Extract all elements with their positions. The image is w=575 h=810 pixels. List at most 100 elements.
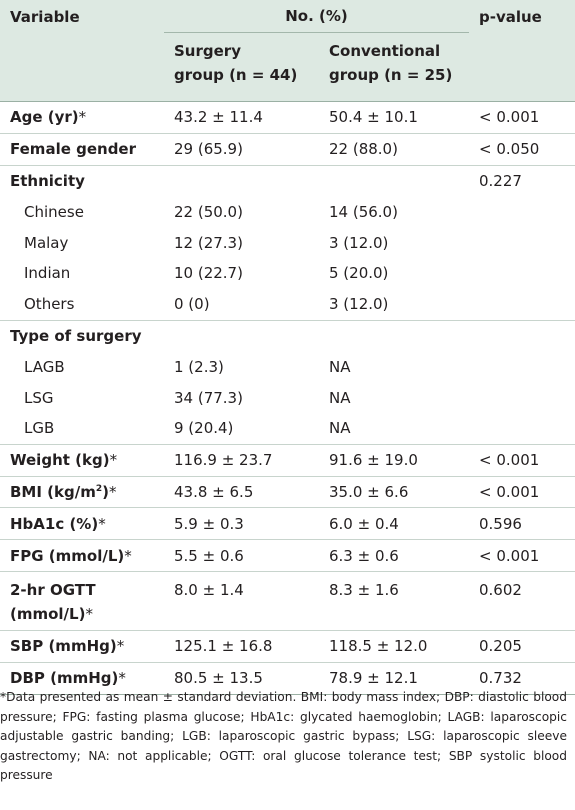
cell-pvalue: < 0.001 bbox=[469, 443, 575, 477]
cell-surgery: 43.8 ± 6.5 bbox=[164, 475, 319, 508]
cell-surgery: 10 (22.7) bbox=[174, 264, 243, 283]
header-conventional-line1: Conventional bbox=[329, 42, 441, 60]
cell-pvalue bbox=[469, 413, 575, 444]
cell-surgery: 43.2 ± 11.4 bbox=[164, 101, 319, 134]
cell-pvalue: < 0.050 bbox=[469, 132, 575, 166]
cell-surgery: 5.9 ± 0.3 bbox=[164, 507, 319, 540]
table-row: SBP (mmHg)* 125.1 ± 16.8 118.5 ± 12.0 0.… bbox=[0, 629, 575, 663]
table-subheader-row: Surgery group (n = 44) Conventional grou… bbox=[0, 32, 575, 102]
cell-conventional: 3 (12.0) bbox=[329, 233, 389, 252]
cell-pvalue bbox=[469, 227, 575, 258]
cell-surgery bbox=[164, 164, 319, 197]
cell-pvalue: < 0.001 bbox=[469, 539, 575, 572]
row-label: FPG (mmol/L)* bbox=[0, 539, 164, 572]
cell-conventional bbox=[319, 319, 469, 352]
table-footnote: *Data presented as mean ± standard devia… bbox=[0, 690, 567, 783]
header-variable: Variable bbox=[0, 0, 164, 102]
table-row: BMI (kg/m2)* 43.8 ± 6.5 35.0 ± 6.6 < 0.0… bbox=[0, 475, 575, 508]
cell-surgery: 5.5 ± 0.6 bbox=[164, 539, 319, 572]
header-surgery-line2: group (n = 44) bbox=[174, 66, 298, 84]
row-label: LSG bbox=[24, 388, 54, 407]
header-conventional-line2: group (n = 25) bbox=[329, 66, 453, 84]
cell-surgery: 116.9 ± 23.7 bbox=[164, 443, 319, 477]
row-label: Weight (kg)* bbox=[0, 443, 164, 477]
table-row: LSG 34 (77.3) NA bbox=[0, 382, 575, 413]
cell-surgery: 29 (65.9) bbox=[164, 132, 319, 166]
cell-conventional: 3 (12.0) bbox=[329, 295, 389, 314]
cell-conventional bbox=[319, 164, 469, 197]
header-surgery-group: Surgery group (n = 44) bbox=[164, 32, 319, 102]
cell-conventional: 6.3 ± 0.6 bbox=[319, 539, 469, 572]
cell-conventional: NA bbox=[329, 357, 351, 376]
cell-surgery: 1 (2.3) bbox=[174, 357, 224, 376]
table-row: Malay 12 (27.3) 3 (12.0) bbox=[0, 227, 575, 258]
cell-surgery: 9 (20.4) bbox=[174, 419, 234, 438]
row-label: Others bbox=[24, 295, 75, 314]
cell-pvalue bbox=[469, 319, 575, 352]
row-label: BMI (kg/m2)* bbox=[0, 475, 164, 508]
cell-pvalue bbox=[469, 382, 575, 413]
cell-surgery: 0 (0) bbox=[174, 295, 210, 314]
characteristics-table: Variable No. (%) p-value Surgery group (… bbox=[0, 0, 575, 695]
row-label: Chinese bbox=[24, 202, 84, 221]
row-label: 2-hr OGTT (mmol/L)* bbox=[0, 570, 164, 631]
cell-pvalue bbox=[469, 289, 575, 320]
cell-conventional: 118.5 ± 12.0 bbox=[319, 629, 469, 663]
table-row: FPG (mmol/L)* 5.5 ± 0.6 6.3 ± 0.6 < 0.00… bbox=[0, 539, 575, 572]
row-label: LGB bbox=[24, 419, 55, 438]
cell-pvalue: < 0.001 bbox=[469, 101, 575, 134]
cell-conventional: 22 (88.0) bbox=[319, 132, 469, 166]
cell-conventional: 91.6 ± 19.0 bbox=[319, 443, 469, 477]
cell-surgery: 8.0 ± 1.4 bbox=[164, 570, 319, 631]
cell-surgery: 22 (50.0) bbox=[174, 202, 243, 221]
cell-conventional: 14 (56.0) bbox=[329, 202, 398, 221]
cell-surgery: 125.1 ± 16.8 bbox=[164, 629, 319, 663]
table-row: Female gender 29 (65.9) 22 (88.0) < 0.05… bbox=[0, 132, 575, 166]
row-label: Age (yr)* bbox=[0, 101, 164, 134]
table-row: HbA1c (%)* 5.9 ± 0.3 6.0 ± 0.4 0.596 bbox=[0, 507, 575, 540]
table-row: Chinese 22 (50.0) 14 (56.0) bbox=[0, 196, 575, 227]
cell-pvalue bbox=[469, 196, 575, 227]
row-label: Female gender bbox=[0, 132, 164, 166]
cell-conventional: 5 (20.0) bbox=[329, 264, 389, 283]
cell-pvalue bbox=[469, 351, 575, 382]
cell-pvalue: 0.205 bbox=[469, 629, 575, 663]
header-surgery-line1: Surgery bbox=[174, 42, 241, 60]
cell-surgery bbox=[164, 319, 319, 352]
cell-pvalue bbox=[469, 258, 575, 289]
row-label: Indian bbox=[24, 264, 71, 283]
row-label: Ethnicity bbox=[0, 164, 164, 197]
table-row: Indian 10 (22.7) 5 (20.0) bbox=[0, 258, 575, 289]
cell-conventional: 8.3 ± 1.6 bbox=[319, 570, 469, 631]
table-row: Ethnicity 0.227 bbox=[0, 164, 575, 197]
row-label: SBP (mmHg)* bbox=[0, 629, 164, 663]
table-row: Others 0 (0) 3 (12.0) bbox=[0, 289, 575, 320]
row-label: Malay bbox=[24, 233, 69, 252]
cell-pvalue: 0.732 bbox=[469, 661, 575, 695]
cell-surgery: 34 (77.3) bbox=[174, 388, 243, 407]
table-row: Age (yr)* 43.2 ± 11.4 50.4 ± 10.1 < 0.00… bbox=[0, 101, 575, 134]
table-row: Weight (kg)* 116.9 ± 23.7 91.6 ± 19.0 < … bbox=[0, 443, 575, 477]
cell-conventional: 50.4 ± 10.1 bbox=[319, 101, 469, 134]
cell-conventional: NA bbox=[329, 388, 351, 407]
header-no-pct: No. (%) bbox=[164, 0, 469, 33]
cell-pvalue: 0.596 bbox=[469, 507, 575, 540]
table-row: DBP (mmHg)* 80.5 ± 13.5 78.9 ± 12.1 0.73… bbox=[0, 661, 575, 695]
cell-pvalue: 0.602 bbox=[469, 570, 575, 631]
table-row: LGB 9 (20.4) NA bbox=[0, 413, 575, 444]
cell-pvalue: 0.227 bbox=[469, 164, 575, 197]
row-label: Type of surgery bbox=[0, 319, 164, 352]
header-pvalue: p-value bbox=[469, 0, 575, 102]
header-conventional-group: Conventional group (n = 25) bbox=[319, 32, 469, 102]
row-label: HbA1c (%)* bbox=[0, 507, 164, 540]
row-label: DBP (mmHg)* bbox=[0, 661, 164, 695]
row-label: LAGB bbox=[24, 357, 65, 376]
cell-surgery: 12 (27.3) bbox=[174, 233, 243, 252]
cell-conventional: 6.0 ± 0.4 bbox=[319, 507, 469, 540]
cell-conventional: 78.9 ± 12.1 bbox=[319, 661, 469, 695]
table-row: Type of surgery bbox=[0, 319, 575, 352]
cell-pvalue: < 0.001 bbox=[469, 475, 575, 508]
table-header-row: Variable No. (%) p-value bbox=[0, 0, 575, 102]
cell-conventional: 35.0 ± 6.6 bbox=[319, 475, 469, 508]
